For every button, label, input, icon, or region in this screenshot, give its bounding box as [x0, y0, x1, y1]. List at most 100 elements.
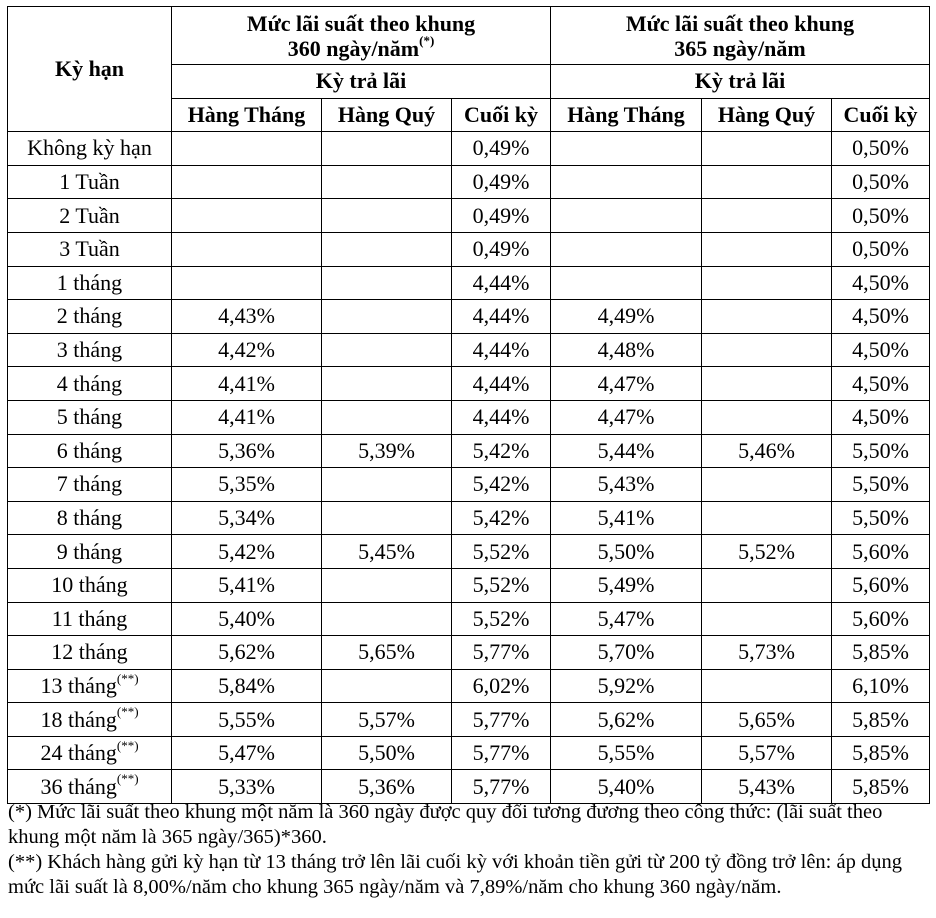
group-360-title: Mức lãi suất theo khung	[246, 10, 476, 36]
footnote-2: (**) Khách hàng gửi kỳ hạn từ 13 tháng t…	[8, 851, 902, 898]
rate-cell-m365: 5,40%	[550, 769, 702, 805]
rate-cell-m365: 5,41%	[550, 500, 702, 536]
rate-cell-q360	[321, 567, 452, 603]
group-365-basis: 365 ngày/năm	[674, 35, 806, 61]
rate-cell-e360: 4,44%	[451, 299, 551, 334]
rate-cell-m365: 5,49%	[550, 567, 702, 603]
term-label: 3 tháng	[56, 337, 123, 363]
col-end-360: Cuối kỳ	[451, 97, 551, 133]
rate-cell-q360	[321, 332, 452, 368]
term-label: 12 tháng	[51, 639, 128, 665]
col-end-365: Cuối kỳ	[831, 97, 930, 133]
payment-period-header-360: Kỳ trả lãi	[171, 64, 551, 99]
rate-cell-q365: 5,52%	[701, 534, 832, 569]
rate-cell-q360	[321, 164, 452, 200]
term-cell: 3 tháng	[7, 332, 172, 368]
footnotes: (*) Mức lãi suất theo khung một năm là 3…	[8, 800, 930, 900]
term-footnote-mark: (**)	[116, 737, 139, 753]
col-quarterly-365: Hàng Quý	[701, 97, 832, 133]
rate-cell-e360: 0,49%	[451, 198, 551, 233]
rate-cell-q360	[321, 467, 452, 502]
rate-cell-e360: 5,52%	[451, 567, 551, 603]
rate-cell-m360: 5,62%	[171, 635, 322, 670]
table-row: 12 tháng 5,62% 5,65% 5,77% 5,70% 5,73% 5,85%	[7, 635, 930, 670]
rate-cell-m360: 5,40%	[171, 601, 322, 637]
term-label: 8 tháng	[56, 505, 123, 531]
rate-cell-e360: 5,77%	[451, 735, 551, 771]
term-cell: 11 tháng	[7, 601, 172, 637]
rate-cell-e365: 5,50%	[831, 433, 930, 469]
rate-cell-m360: 4,41%	[171, 366, 322, 401]
rate-cell-e360: 5,42%	[451, 433, 551, 469]
rate-cell-m365: 5,44%	[550, 433, 702, 469]
footnote-1: (*) Mức lãi suất theo khung một năm là 3…	[8, 801, 883, 848]
term-cell: 36 tháng(**)	[7, 769, 172, 805]
table-row: 2 Tuần 0,49% 0,50%	[7, 198, 930, 233]
table-row: 6 tháng 5,36% 5,39% 5,42% 5,44% 5,46% 5,50%	[7, 433, 930, 469]
table-row: Không kỳ hạn 0,49% 0,50%	[7, 131, 930, 166]
term-footnote-mark: (**)	[116, 771, 139, 787]
table-row: 5 tháng 4,41% 4,44% 4,47% 4,50%	[7, 399, 930, 435]
rate-cell-e365: 5,85%	[831, 635, 930, 670]
rate-cell-e360: 0,49%	[451, 231, 551, 267]
term-label: 10 tháng	[51, 572, 128, 598]
rate-cell-e360: 0,49%	[451, 164, 551, 200]
rate-cell-m365: 4,48%	[550, 332, 702, 368]
rate-cell-m360	[171, 231, 322, 267]
rate-cell-m365	[550, 198, 702, 233]
rate-cell-e360: 4,44%	[451, 332, 551, 368]
rate-cell-e365: 5,60%	[831, 567, 930, 603]
term-header: Kỳ hạn	[7, 5, 172, 133]
rate-cell-m360: 5,55%	[171, 702, 322, 737]
rate-cell-e365: 5,85%	[831, 769, 930, 805]
rate-cell-m360: 5,47%	[171, 735, 322, 771]
rate-cell-e365: 0,50%	[831, 231, 930, 267]
col-quarterly-360: Hàng Quý	[321, 97, 452, 133]
table-row: 8 tháng 5,34% 5,42% 5,41% 5,50%	[7, 500, 930, 536]
term-label: Không kỳ hạn	[27, 135, 152, 161]
rate-cell-m365	[550, 265, 702, 301]
rate-cell-q365	[701, 299, 832, 334]
term-cell: 5 tháng	[7, 399, 172, 435]
rate-cell-q360: 5,45%	[321, 534, 452, 569]
table-row: 4 tháng 4,41% 4,44% 4,47% 4,50%	[7, 366, 930, 401]
rate-cell-q360: 5,36%	[321, 769, 452, 805]
term-cell: 18 tháng(**)	[7, 702, 172, 737]
table-row: 13 tháng(**) 5,84% 6,02% 5,92% 6,10%	[7, 668, 930, 704]
rate-cell-e360: 4,44%	[451, 399, 551, 435]
rate-cell-e365: 6,10%	[831, 668, 930, 704]
table-row: 24 tháng(**) 5,47% 5,50% 5,77% 5,55% 5,57% 5,8…	[7, 735, 930, 771]
rate-cell-e360: 5,77%	[451, 702, 551, 737]
table-row: 36 tháng(**) 5,33% 5,36% 5,77% 5,40% 5,43% 5,8…	[7, 769, 930, 805]
rate-cell-e365: 5,50%	[831, 500, 930, 536]
term-cell: 4 tháng	[7, 366, 172, 401]
table-row: 7 tháng 5,35% 5,42% 5,43% 5,50%	[7, 467, 930, 502]
term-cell: 8 tháng	[7, 500, 172, 536]
rate-cell-e365: 4,50%	[831, 366, 930, 401]
group-365-header: Mức lãi suất theo khung 365 ngày/năm	[550, 6, 930, 65]
rate-cell-m360: 5,34%	[171, 500, 322, 536]
rate-cell-m365	[550, 164, 702, 200]
rate-cell-m365: 5,50%	[550, 534, 702, 569]
rate-cell-e360: 4,44%	[451, 366, 551, 401]
rate-cell-m360: 5,84%	[171, 668, 322, 704]
rate-cell-m365: 5,43%	[550, 467, 702, 502]
rate-cell-m365: 4,49%	[550, 299, 702, 334]
rate-cell-e365: 5,85%	[831, 735, 930, 771]
rate-cell-m365: 5,62%	[550, 702, 702, 737]
rate-cell-e360: 5,42%	[451, 500, 551, 536]
group-360-header: Mức lãi suất theo khung 360 ngày/năm(*)	[171, 6, 551, 65]
rate-cell-e360: 6,02%	[451, 668, 551, 704]
rate-cell-q365	[701, 332, 832, 368]
rate-cell-q365: 5,65%	[701, 702, 832, 737]
rate-cell-q365	[701, 231, 832, 267]
rate-cell-e365: 5,60%	[831, 601, 930, 637]
term-cell: 10 tháng	[7, 567, 172, 603]
rate-cell-m365	[550, 231, 702, 267]
rate-cell-m360: 4,42%	[171, 332, 322, 368]
rate-cell-e365: 4,50%	[831, 332, 930, 368]
rate-cell-m365: 5,70%	[550, 635, 702, 670]
term-label: 24 tháng	[40, 740, 117, 766]
rate-cell-m360: 4,43%	[171, 299, 322, 334]
table-row: 1 Tuần 0,49% 0,50%	[7, 164, 930, 200]
